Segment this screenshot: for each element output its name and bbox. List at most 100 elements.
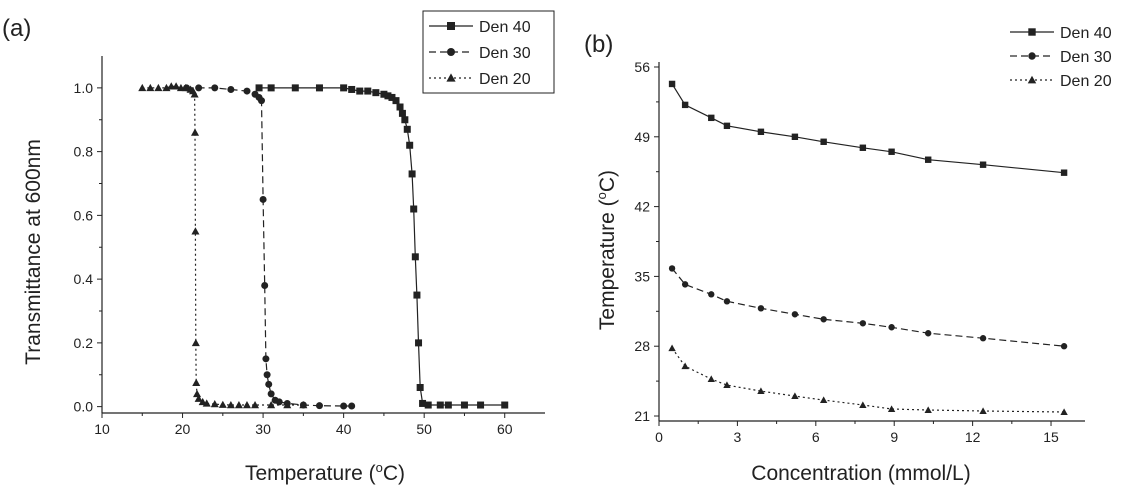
x-tick-label: 50 <box>416 421 432 437</box>
data-point <box>436 401 444 409</box>
data-point <box>255 84 263 92</box>
x-tick-label: 3 <box>734 429 742 445</box>
panel-a-y-axis-title: Transmittance at 600nm <box>22 139 45 365</box>
data-point <box>419 399 427 407</box>
data-point <box>708 114 715 122</box>
series-den-40 <box>255 84 509 409</box>
panel-b-series <box>668 80 1068 415</box>
data-point <box>291 84 299 92</box>
data-point <box>668 265 676 272</box>
data-point <box>444 401 452 409</box>
data-point <box>924 406 932 413</box>
x-tick-label: 20 <box>175 421 191 437</box>
panel-a-legend: Den 40 Den 30 Den 20 <box>422 10 555 94</box>
series-den-20 <box>668 344 1068 415</box>
data-point <box>348 402 356 410</box>
data-point <box>887 405 896 412</box>
data-point <box>191 227 200 235</box>
data-point <box>226 401 235 409</box>
x-tick-label: 15 <box>1043 429 1059 445</box>
legend-marker <box>1028 52 1036 60</box>
data-point <box>410 205 418 213</box>
data-point <box>340 84 348 92</box>
data-point <box>195 84 203 92</box>
data-point <box>263 371 271 379</box>
x-tick-label: 9 <box>890 429 898 445</box>
data-point <box>888 148 895 155</box>
data-point <box>413 291 421 299</box>
data-point <box>315 84 323 92</box>
data-point <box>415 339 423 347</box>
data-point <box>210 400 219 408</box>
data-point <box>979 407 987 414</box>
data-point <box>403 125 411 133</box>
data-point <box>154 83 163 92</box>
data-point <box>681 281 689 288</box>
panel-a-x-axis-title: Temperature (oC) <box>245 460 405 485</box>
data-point <box>924 156 932 163</box>
data-point <box>460 401 468 409</box>
data-point <box>708 291 715 298</box>
data-point <box>723 298 731 305</box>
data-point <box>192 378 201 386</box>
data-point <box>406 141 414 149</box>
series-line <box>142 85 304 406</box>
y-tick-label: 1.0 <box>74 80 94 96</box>
data-point <box>275 398 283 406</box>
data-point <box>791 392 799 400</box>
y-tick-label: 28 <box>634 338 650 354</box>
panel-a-chart: (a) 0.0 0.2 0.4 0.6 0.8 1.0 10 20 30 40 50 60 Temp… <box>2 10 555 485</box>
data-point <box>388 93 396 101</box>
x-tick-label: 40 <box>336 421 352 437</box>
data-point <box>227 85 235 93</box>
data-point <box>372 89 380 97</box>
data-point <box>408 170 416 178</box>
legend-marker <box>446 73 456 82</box>
data-point <box>820 316 827 323</box>
legend-label: Den 20 <box>1060 73 1112 90</box>
data-point <box>820 138 827 145</box>
data-point <box>146 83 155 92</box>
data-point <box>791 133 799 140</box>
data-point <box>265 380 273 388</box>
data-point <box>340 402 348 410</box>
data-point <box>819 396 828 404</box>
data-point <box>668 344 676 352</box>
data-point <box>757 387 765 395</box>
data-point <box>191 338 200 347</box>
data-point <box>242 401 252 409</box>
data-point <box>267 401 276 409</box>
data-point <box>1060 343 1068 350</box>
data-point <box>262 355 270 363</box>
data-point <box>668 80 676 88</box>
data-point <box>261 282 269 289</box>
data-point <box>477 401 485 409</box>
data-point <box>1060 408 1068 415</box>
x-tick-label: 10 <box>94 421 110 437</box>
legend-label: Den 30 <box>479 45 531 62</box>
data-point <box>218 400 227 408</box>
data-point <box>681 362 689 370</box>
data-point <box>723 122 731 130</box>
data-point <box>348 85 356 93</box>
data-point <box>193 389 202 398</box>
x-tick-label: 30 <box>255 421 271 437</box>
data-point <box>791 311 799 318</box>
series-line <box>259 87 505 406</box>
series-line <box>671 268 1065 347</box>
data-point <box>681 101 689 109</box>
data-point <box>181 83 190 92</box>
legend-marker <box>1027 75 1037 84</box>
legend-label: Den 20 <box>479 71 531 88</box>
data-point <box>401 116 409 124</box>
data-point <box>757 128 765 136</box>
panel-a-y-axis: 0.0 0.2 0.4 0.6 0.8 1.0 <box>74 56 103 415</box>
data-point <box>384 92 392 100</box>
panel-b-legend: Den 40 Den 30 Den 20 <box>1010 25 1112 90</box>
data-point <box>172 82 181 90</box>
data-point <box>392 97 400 105</box>
data-point <box>234 401 243 409</box>
data-point <box>924 330 932 337</box>
data-point <box>411 253 419 261</box>
